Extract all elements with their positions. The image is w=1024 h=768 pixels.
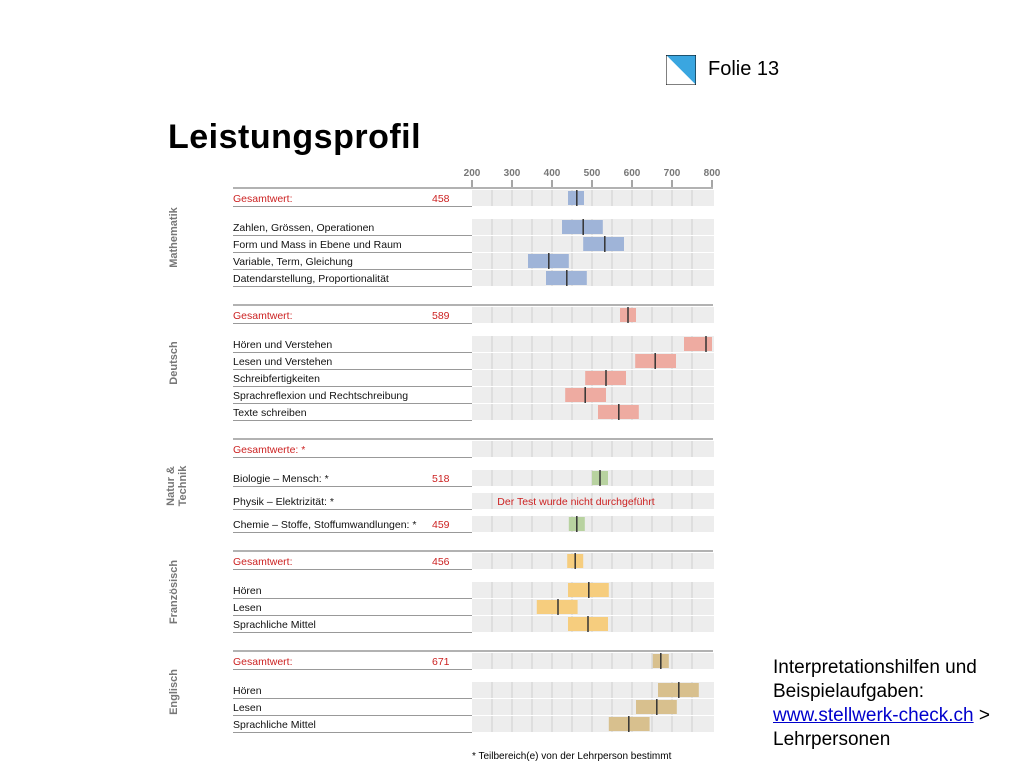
range-bar: [568, 191, 584, 205]
performance-profile-chart: 200 300 400 500 600 700 800 Gesamtwert: 458 Zahle…: [165, 168, 720, 733]
row-grid-bg: [472, 270, 714, 286]
row-grid-bg: [472, 307, 714, 323]
row-grid-bg: [472, 336, 714, 352]
link-suffix: >: [973, 705, 990, 726]
section-name: Mathematik: [168, 206, 180, 267]
not-tested-note: Der Test wurde nicht durchgeführt: [497, 496, 654, 508]
row-grid-bg: [472, 699, 714, 715]
row-grid-bg: [472, 441, 714, 457]
row-grid-bg: [472, 653, 714, 669]
note-link-line: www.stellwerk-check.ch >: [773, 704, 990, 728]
row-grid-bg: [472, 404, 714, 420]
page-title: Leistungsprofil: [168, 118, 422, 156]
row-label: Form und Mass in Ebene und Raum: [233, 239, 402, 251]
row-label: Gesamtwert:: [233, 656, 293, 668]
range-bar: [562, 220, 603, 234]
section-name: Technik: [177, 465, 189, 507]
row-value: 671: [432, 656, 450, 668]
row-label: Datendarstellung, Proportionalität: [233, 273, 389, 285]
row-grid-bg: [472, 516, 714, 532]
row-label: Schreibfertigkeiten: [233, 373, 320, 385]
row-label: Gesamtwerte: *: [233, 444, 305, 456]
zurich-canton-logo-icon: [666, 55, 696, 85]
row-label: Variable, Term, Gleichung: [233, 256, 353, 268]
section-name: Natur &: [165, 466, 177, 506]
section-name: Französisch: [168, 560, 180, 624]
row-value: 589: [432, 310, 450, 322]
row-grid-bg: [472, 599, 714, 615]
row-label: Lesen und Verstehen: [233, 356, 332, 368]
row-grid-bg: [472, 353, 714, 369]
stellwerk-link[interactable]: www.stellwerk-check.ch: [773, 705, 974, 726]
row-label: Lesen: [233, 602, 262, 614]
row-label: Lesen: [233, 702, 262, 714]
row-label: Biologie – Mensch: *: [233, 473, 329, 485]
row-label: Sprachliche Mittel: [233, 719, 316, 731]
row-grid-bg: [472, 716, 714, 732]
note-line-2: Beispielaufgaben:: [773, 681, 925, 702]
slide-number: Folie 13: [708, 58, 780, 80]
row-grid-bg: [472, 553, 714, 569]
row-value: 518: [432, 473, 450, 485]
row-label: Gesamtwert:: [233, 310, 293, 322]
row-label: Physik – Elektrizität: *: [233, 496, 334, 508]
row-label: Chemie – Stoffe, Stoffumwandlungen: *: [233, 519, 416, 531]
row-label: Hören: [233, 685, 262, 697]
row-value: 456: [432, 556, 450, 568]
row-value: 459: [432, 519, 450, 531]
x-tick-label: 700: [664, 168, 681, 179]
section-name: Englisch: [168, 669, 180, 715]
note-line-1: Interpretationshilfen und: [773, 657, 977, 678]
row-label: Sprachliche Mittel: [233, 619, 316, 631]
row-grid-bg: [472, 253, 714, 269]
x-tick-label: 200: [464, 168, 481, 179]
x-tick-label: 800: [704, 168, 720, 179]
section-name: Deutsch: [168, 341, 180, 385]
x-tick-label: 300: [504, 168, 521, 179]
row-value: 458: [432, 193, 450, 205]
x-tick-label: 600: [624, 168, 641, 179]
row-label: Gesamtwert:: [233, 556, 293, 568]
row-label: Zahlen, Grössen, Operationen: [233, 222, 374, 234]
row-label: Texte schreiben: [233, 407, 307, 419]
row-label: Hören: [233, 585, 262, 597]
note-line-4: Lehrpersonen: [773, 729, 891, 750]
row-grid-bg: [472, 190, 714, 206]
x-tick-label: 400: [544, 168, 561, 179]
row-label: Hören und Verstehen: [233, 339, 332, 351]
row-label: Sprachreflexion und Rechtschreibung: [233, 390, 408, 402]
range-bar: [583, 237, 624, 251]
range-bar: [684, 337, 712, 351]
footnote: * Teilbereich(e) von der Lehrperson best…: [472, 751, 672, 762]
x-tick-label: 500: [584, 168, 601, 179]
interpretation-note: Interpretationshilfen und Beispielaufgab…: [773, 656, 990, 752]
range-bar: [536, 600, 578, 614]
row-label: Gesamtwert:: [233, 193, 293, 205]
